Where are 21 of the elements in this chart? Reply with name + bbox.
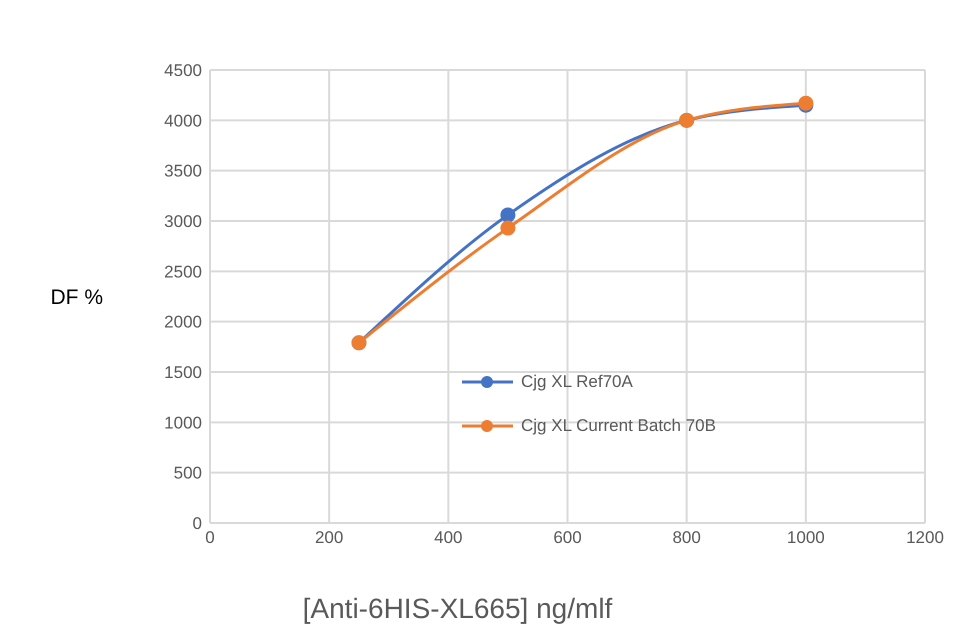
y-tick-label: 1000 xyxy=(164,413,202,432)
legend-label: Cjg XL Current Batch 70B xyxy=(521,416,716,436)
y-tick-label: 3500 xyxy=(164,162,202,181)
y-tick-label: 2500 xyxy=(164,262,202,282)
x-tick-label: 200 xyxy=(314,528,344,548)
legend-label: Cjg XL Ref70A xyxy=(521,372,633,392)
x-tick-label: 1200 xyxy=(906,528,944,548)
x-tick-label: 1000 xyxy=(786,528,825,548)
y-axis-title: DF % xyxy=(50,286,103,309)
y-tick-label: 3000 xyxy=(164,212,202,232)
x-axis-title: [Anti-6HIS-XL665] ng/mlf xyxy=(302,592,613,624)
x-tick-label: 800 xyxy=(672,528,701,548)
x-tick-label: 600 xyxy=(553,528,582,548)
y-tick-label: 1500 xyxy=(164,363,202,382)
y-tick-label: 2000 xyxy=(164,312,202,332)
y-tick-label: 4500 xyxy=(164,61,202,80)
y-tick-label: 4000 xyxy=(164,111,202,130)
y-tick-label: 0 xyxy=(192,514,202,534)
y-tick-label: 500 xyxy=(174,464,202,483)
x-tick-label: 400 xyxy=(434,528,463,548)
x-tick-label: 0 xyxy=(205,528,215,548)
